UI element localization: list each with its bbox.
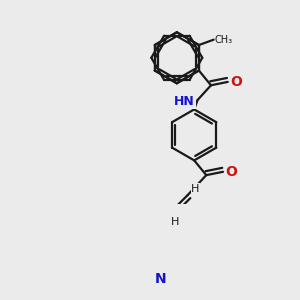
Text: H: H — [171, 217, 180, 227]
Text: H: H — [191, 184, 200, 194]
Text: CH₃: CH₃ — [215, 35, 233, 45]
Text: O: O — [226, 165, 238, 179]
Text: HN: HN — [174, 95, 195, 108]
Text: O: O — [230, 75, 242, 89]
Text: N: N — [155, 272, 167, 286]
